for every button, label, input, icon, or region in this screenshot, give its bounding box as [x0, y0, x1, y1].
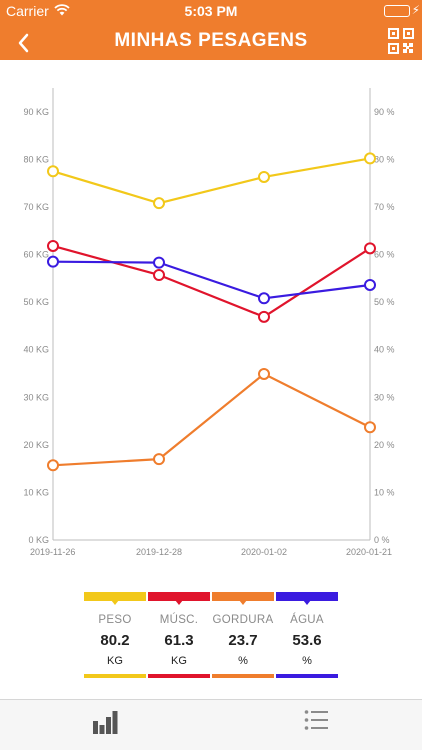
y-left-tick-label: 50 KG: [23, 297, 49, 307]
legend-item-peso: PESO 80.2 KG: [84, 592, 147, 678]
wifi-icon: [54, 3, 70, 19]
battery-icon: [384, 5, 410, 17]
x-tick-label: 2020-01-21: [346, 547, 392, 557]
line-chart: 0 KG 10 KG 20 KG 30 KG 40 KG 50 KG 60 KG 70 KG 8…: [23, 88, 395, 557]
y-left-tick-label: 80 KG: [23, 154, 49, 164]
legend-unit: %: [238, 655, 248, 667]
status-time: 5:03 PM: [184, 3, 238, 19]
legend-color-bar: [84, 592, 146, 601]
y-left-tick-label: 10 KG: [23, 487, 49, 497]
data-point: [258, 367, 270, 380]
x-tick-label: 2019-11-26: [30, 547, 75, 557]
series-line: [52, 372, 371, 467]
chevron-left-icon: [18, 33, 29, 53]
y-right-tick-label: 40 %: [374, 345, 395, 355]
legend-value: 80.2: [100, 632, 130, 649]
series-line: [52, 260, 371, 300]
y-left-tick-label: 70 KG: [23, 202, 49, 212]
legend-underline: [212, 674, 274, 678]
data-point: [47, 165, 59, 178]
weighing-chart: 0 KG 10 KG 20 KG 30 KG 40 KG 50 KG 60 KG 70 KG 8…: [0, 60, 422, 580]
y-right-tick-label: 80 %: [374, 154, 395, 164]
legend-notch: [175, 600, 183, 605]
tab-bar: [0, 699, 422, 750]
qr-code-icon: [388, 28, 414, 54]
legend-name: ÁGUA: [290, 614, 324, 626]
legend-value: 23.7: [228, 632, 258, 649]
legend-underline: [148, 674, 210, 678]
legend-value: 61.3: [164, 632, 194, 649]
legend-name: MÚSC.: [159, 614, 199, 626]
legend-item-musc: MÚSC. 61.3 KG: [148, 592, 211, 678]
x-tick-label: 2019-12-28: [136, 547, 182, 557]
data-point: [364, 152, 376, 165]
legend-unit: KG: [107, 655, 123, 667]
data-point: [153, 453, 165, 466]
status-bar: Carrier 5:03 PM ⚡: [0, 0, 422, 22]
data-point: [258, 170, 270, 183]
charging-bolt-icon: ⚡: [411, 3, 420, 17]
data-point: [364, 242, 376, 255]
legend-underline: [276, 674, 338, 678]
y-right-tick-label: 0 %: [374, 535, 390, 545]
data-point: [47, 459, 59, 472]
legend-value: 53.6: [292, 632, 322, 649]
legend-notch: [239, 600, 247, 605]
data-point: [153, 256, 165, 269]
legend-item-gordura: GORDURA 23.7 %: [212, 592, 275, 678]
legend-item-agua: ÁGUA 53.6 %: [276, 592, 339, 678]
data-point: [364, 278, 376, 291]
data-point: [153, 197, 165, 210]
tab-list[interactable]: [211, 700, 422, 750]
legend-color-bar: [212, 592, 274, 601]
y-left-tick-label: 0 KG: [28, 535, 49, 545]
y-left-tick-label: 60 KG: [23, 250, 49, 260]
legend-name: PESO: [98, 614, 132, 626]
nav-bar: MINHAS PESAGENS: [0, 22, 422, 60]
list-icon: [304, 710, 328, 730]
y-right-tick-label: 60 %: [374, 250, 395, 260]
legend-underline: [84, 674, 146, 678]
y-left-tick-label: 30 KG: [23, 392, 49, 402]
legend-color-bar: [148, 592, 210, 601]
legend-notch: [111, 600, 119, 605]
x-tick-label: 2020-01-02: [241, 547, 287, 557]
y-right-tick-label: 90 %: [374, 107, 395, 117]
y-right-tick-label: 50 %: [374, 297, 395, 307]
legend-unit: KG: [171, 655, 187, 667]
data-point: [258, 310, 270, 323]
y-right-tick-label: 20 %: [374, 440, 395, 450]
page-title: MINHAS PESAGENS: [114, 30, 308, 51]
legend-name: GORDURA: [212, 614, 274, 626]
legend-unit: %: [302, 655, 312, 667]
back-button[interactable]: [12, 26, 36, 59]
y-right-tick-label: 30 %: [374, 392, 395, 402]
y-left-tick-label: 40 KG: [23, 345, 49, 355]
data-point: [47, 255, 59, 268]
data-point: [364, 421, 376, 434]
data-point: [47, 239, 59, 252]
tab-chart[interactable]: [0, 700, 211, 750]
y-left-tick-label: 20 KG: [23, 440, 49, 450]
qr-code-button[interactable]: [388, 28, 414, 54]
carrier-label: Carrier: [6, 3, 49, 19]
series-line: [52, 244, 371, 318]
y-left-tick-label: 90 KG: [23, 107, 49, 117]
legend: PESO 80.2 KG MÚSC. 61.3 KG GORDURA 23.7 …: [84, 592, 338, 678]
data-point: [153, 268, 165, 281]
legend-notch: [303, 600, 311, 605]
bar-chart-icon: [93, 711, 118, 734]
y-right-tick-label: 70 %: [374, 202, 395, 212]
series-line: [52, 157, 371, 205]
data-point: [258, 292, 270, 305]
y-right-tick-label: 10 %: [374, 487, 395, 497]
legend-color-bar: [276, 592, 338, 601]
